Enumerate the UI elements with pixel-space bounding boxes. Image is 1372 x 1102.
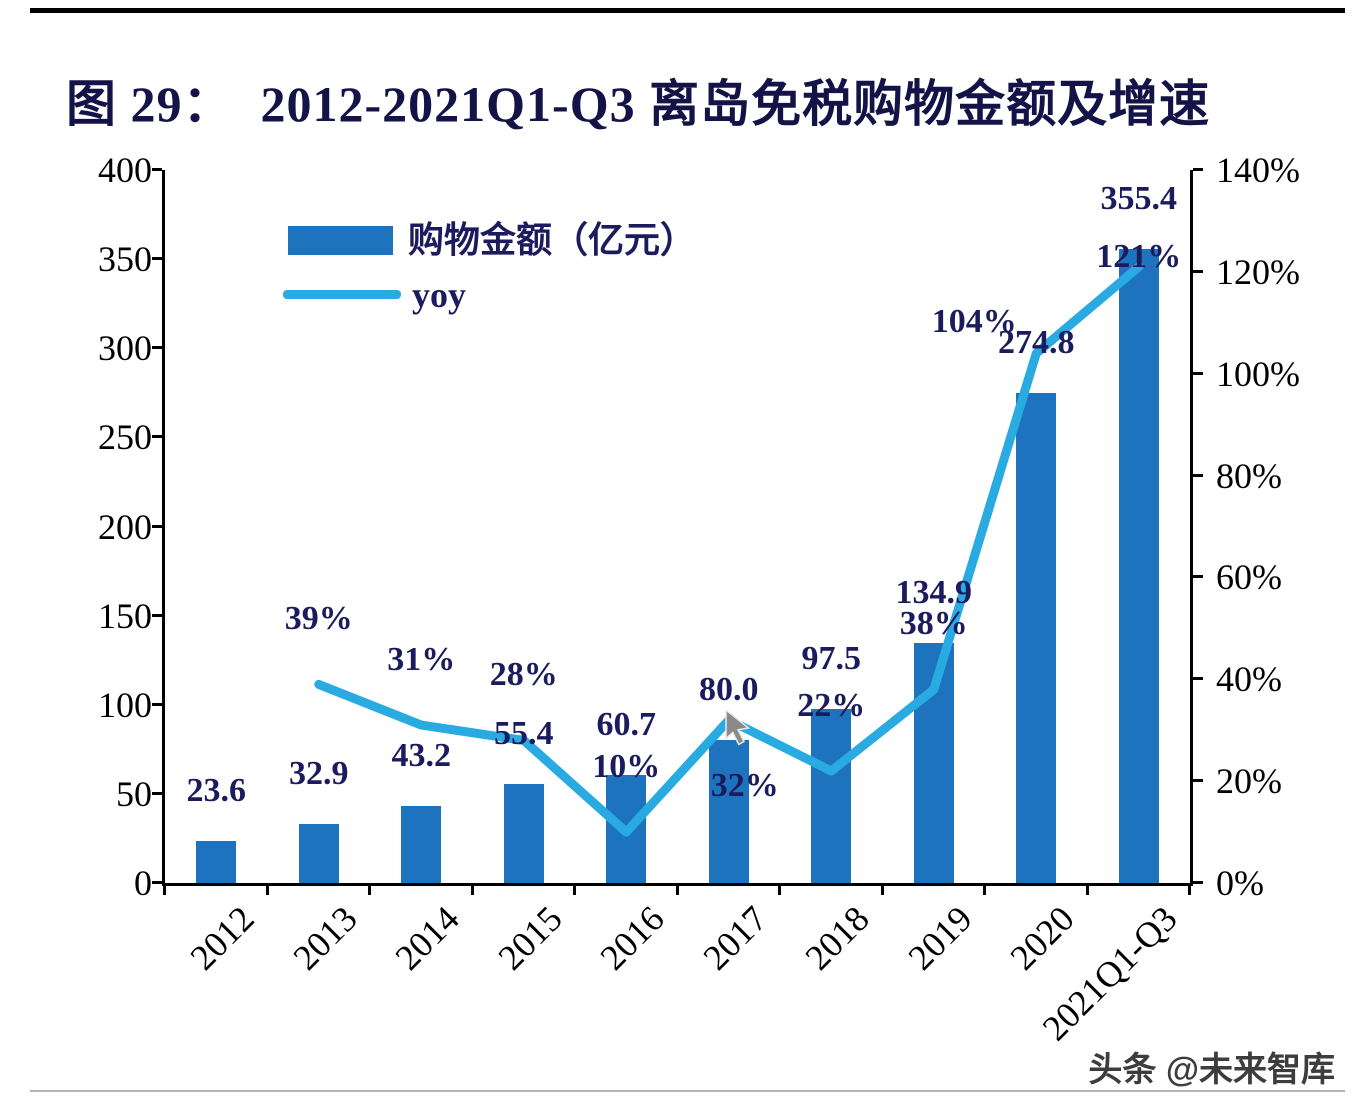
x-axis-tick xyxy=(573,886,576,895)
bar-value-label: 55.4 xyxy=(494,715,554,753)
bar-value-label: 134.9 xyxy=(895,573,973,611)
right-axis-tick-label: 60% xyxy=(1216,557,1282,598)
yoy-value-label: 22% xyxy=(797,686,866,724)
bar-2014 xyxy=(401,805,442,883)
legend-line-label: yoy xyxy=(412,275,466,315)
figure-title: 图 29： 2012-2021Q1-Q3 离岛免税购物金额及增速 xyxy=(66,76,1211,132)
left-axis-tick-label: 150 xyxy=(98,595,152,636)
right-axis-tick-label: 100% xyxy=(1216,353,1300,394)
right-axis-tick-label: 80% xyxy=(1216,455,1282,496)
x-axis-tick xyxy=(983,886,986,895)
x-axis-label: 2017 xyxy=(695,898,775,978)
yoy-value-label: 28% xyxy=(489,656,558,694)
x-axis-tick xyxy=(880,886,884,895)
bar-value-label: 355.4 xyxy=(1100,180,1178,218)
left-axis-line xyxy=(162,170,165,886)
x-axis-tick xyxy=(1085,886,1089,895)
bar-value-label: 43.2 xyxy=(391,736,452,774)
x-axis-label: 2013 xyxy=(285,898,365,978)
left-axis-tick xyxy=(152,168,162,171)
watermark: 头条 @未来智库 xyxy=(1088,1051,1335,1089)
x-axis-label: 2015 xyxy=(490,898,570,978)
right-axis-tick-label: 0% xyxy=(1216,863,1264,903)
yoy-value-label: 104% xyxy=(931,303,1017,341)
bar-2018 xyxy=(811,709,852,883)
right-axis-tick xyxy=(1193,779,1203,783)
x-axis-label: 2012 xyxy=(182,898,262,978)
x-axis-tick xyxy=(1188,886,1191,895)
right-axis-tick xyxy=(1193,168,1203,171)
left-axis-tick-label: 50 xyxy=(116,773,152,814)
left-axis-tick xyxy=(152,435,162,439)
bar-2012 xyxy=(196,840,237,883)
right-axis-tick-label: 140% xyxy=(1216,150,1300,190)
right-axis-tick xyxy=(1193,677,1203,681)
left-axis-tick xyxy=(152,524,162,528)
bar-2017 xyxy=(708,740,749,883)
x-axis-tick xyxy=(265,886,269,895)
x-axis-label: 2016 xyxy=(592,898,672,978)
right-axis-tick-label: 40% xyxy=(1216,659,1282,700)
left-axis-tick-label: 100 xyxy=(98,684,152,725)
right-axis-tick-label: 20% xyxy=(1216,761,1282,802)
yoy-value-label: 121% xyxy=(1096,237,1182,275)
yoy-value-label: 10% xyxy=(592,748,661,786)
x-axis-label: 2014 xyxy=(387,898,467,978)
right-axis-tick xyxy=(1193,371,1203,375)
mouse-cursor-icon xyxy=(725,710,751,746)
left-axis-tick-label: 350 xyxy=(98,239,152,280)
left-axis-tick-label: 250 xyxy=(98,417,152,458)
left-axis-tick xyxy=(152,702,162,706)
bar-value-label: 80.0 xyxy=(699,671,759,709)
right-axis-tick xyxy=(1193,881,1203,884)
left-axis-tick-label: 400 xyxy=(98,150,152,190)
yoy-value-label: 39% xyxy=(284,600,353,638)
top-divider-line xyxy=(30,8,1345,13)
bar-2021Q1-Q3 xyxy=(1118,249,1159,883)
bar-value-label: 60.7 xyxy=(596,705,657,743)
left-axis-tick xyxy=(152,257,162,261)
x-axis-label: 2019 xyxy=(900,898,980,978)
left-axis-tick-label: 200 xyxy=(98,506,152,547)
x-axis-tick xyxy=(675,886,679,895)
bar-2015 xyxy=(503,784,544,883)
x-axis-label: 2018 xyxy=(797,898,877,978)
x-axis-tick xyxy=(163,886,166,895)
right-axis-tick xyxy=(1193,269,1203,273)
yoy-value-label: 31% xyxy=(387,641,456,679)
left-axis-tick-label: 0 xyxy=(134,863,152,903)
left-axis-tick xyxy=(152,346,162,350)
bottom-divider-line xyxy=(30,1090,1345,1092)
bottom-axis-line xyxy=(162,883,1193,886)
right-axis-line xyxy=(1190,170,1193,886)
bar-2020 xyxy=(1016,393,1057,883)
yoy-value-label: 32% xyxy=(710,767,779,805)
left-axis-tick xyxy=(152,791,162,795)
legend-bar-swatch xyxy=(288,226,393,255)
plot-area: 购物金额（亿元） yoy 23.6 32.9 43.2 55.4 60.7 80.0 97.… xyxy=(98,150,1300,1048)
bar-value-label: 32.9 xyxy=(289,755,349,793)
x-axis-tick xyxy=(778,886,781,895)
right-axis-tick xyxy=(1193,473,1203,477)
bar-value-label: 23.6 xyxy=(186,771,247,809)
bar-value-label: 97.5 xyxy=(801,640,862,678)
right-axis-tick-label: 120% xyxy=(1216,251,1300,292)
x-axis-label: 2020 xyxy=(1002,898,1082,978)
bar-2013 xyxy=(298,824,339,883)
left-axis-tick xyxy=(152,881,162,884)
yoy-value-label: 38% xyxy=(899,605,968,643)
left-axis-tick-label: 300 xyxy=(98,328,152,369)
left-axis-tick xyxy=(152,613,162,617)
bar-value-label: 274.8 xyxy=(998,324,1075,362)
x-axis-tick xyxy=(470,886,474,895)
right-axis-tick xyxy=(1193,575,1203,579)
legend-line-swatch xyxy=(283,290,401,299)
legend-bar-label: 购物金额（亿元） xyxy=(408,220,697,260)
x-axis-tick xyxy=(368,886,371,895)
